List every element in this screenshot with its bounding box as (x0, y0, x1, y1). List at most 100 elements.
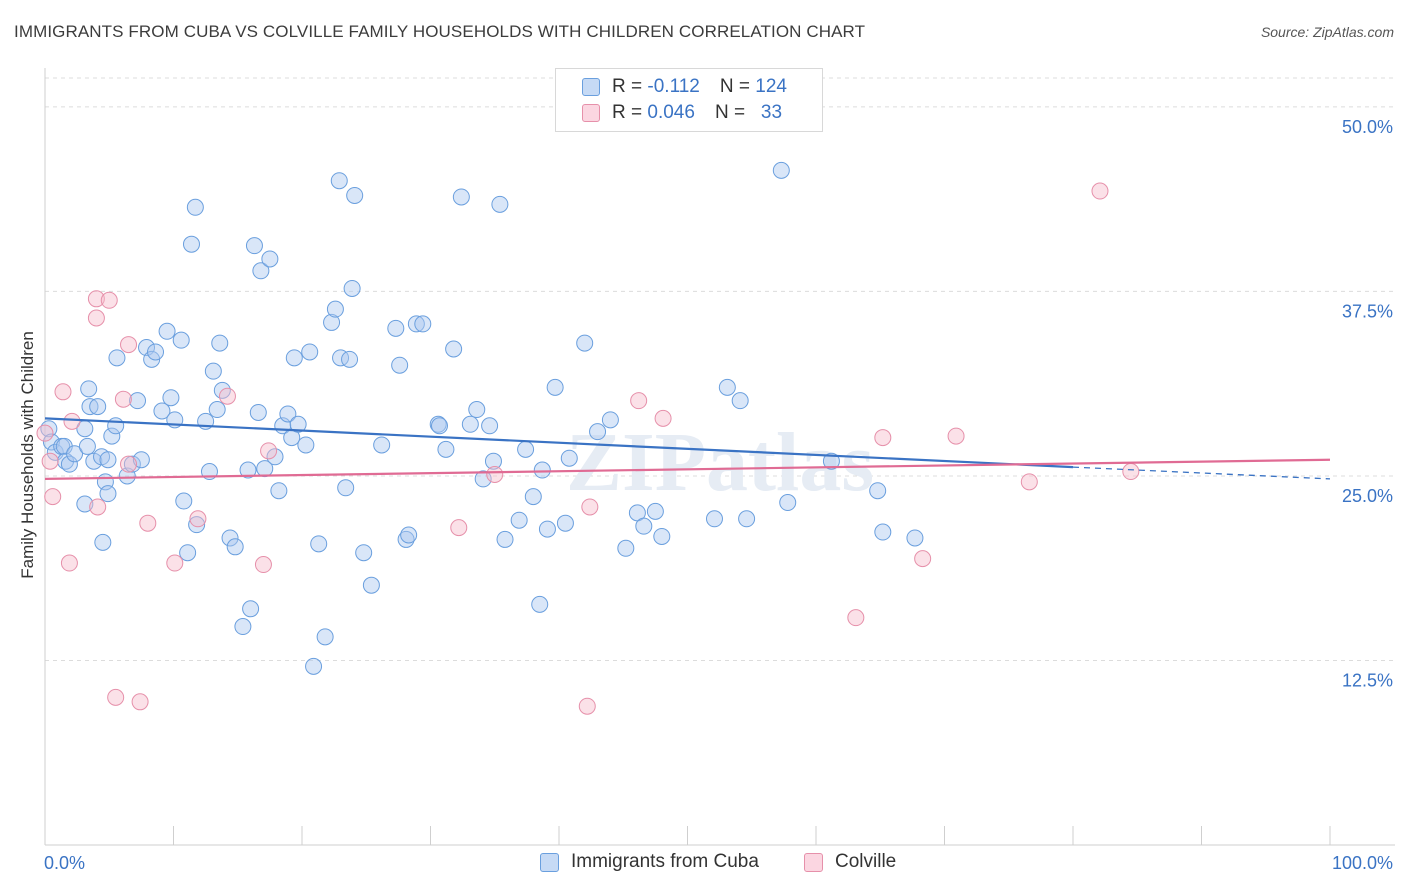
data-point (63, 412, 81, 430)
data-point (249, 403, 267, 421)
data-point (204, 362, 222, 380)
legend-item-colville[interactable]: Colville (804, 851, 896, 873)
colville-points (36, 182, 1140, 715)
data-point (779, 494, 797, 512)
data-point (285, 349, 303, 367)
data-point (517, 440, 535, 458)
data-point (510, 511, 528, 529)
cuba-legend-swatch (540, 852, 559, 872)
data-point (468, 401, 486, 419)
data-point (80, 380, 98, 398)
data-point (42, 433, 60, 451)
n-label: N = (719, 76, 750, 97)
data-point (653, 527, 671, 545)
data-point (242, 600, 260, 618)
cuba-trend-line (44, 417, 1074, 469)
data-point (254, 556, 272, 574)
data-point (705, 510, 723, 528)
n-value: 33 (760, 102, 783, 123)
data-point (87, 290, 105, 308)
data-point (414, 315, 432, 333)
stats-row-colville: R = 0.046 N = 33 (582, 101, 782, 125)
y-tick-label: 12.5% (1342, 670, 1393, 690)
data-point (407, 315, 425, 333)
data-point (524, 488, 542, 506)
data-point (120, 336, 138, 354)
data-point (36, 424, 54, 442)
data-point (44, 488, 62, 506)
data-point (430, 417, 448, 435)
data-point (87, 309, 105, 327)
data-point (305, 657, 323, 675)
data-point (617, 539, 635, 557)
data-point (310, 535, 328, 553)
data-point (601, 411, 619, 429)
data-point (172, 331, 190, 349)
data-point (445, 340, 463, 358)
data-point (576, 334, 594, 352)
data-point (343, 279, 361, 297)
r-value: -0.112 (647, 76, 700, 97)
data-point (94, 533, 112, 551)
n-label: N = (714, 102, 746, 123)
data-point (270, 482, 288, 500)
data-point (496, 530, 514, 548)
data-point (738, 510, 756, 528)
data-point (437, 440, 455, 458)
cuba-trend-extension (1072, 466, 1331, 480)
data-point (346, 186, 364, 204)
data-point (387, 319, 405, 337)
y-tick-label: 50.0% (1342, 117, 1393, 137)
data-point (107, 417, 125, 435)
data-point (373, 436, 391, 454)
data-point (41, 452, 59, 470)
data-point (234, 618, 252, 636)
data-point (330, 172, 348, 190)
data-point (391, 356, 409, 374)
data-point (718, 378, 736, 396)
data-point (158, 322, 176, 340)
data-point (186, 198, 204, 216)
data-point (1122, 463, 1140, 481)
data-point (139, 514, 157, 532)
data-point (630, 392, 648, 410)
data-point (162, 389, 180, 407)
data-point (60, 554, 78, 572)
data-point (208, 401, 226, 419)
n-value: 124 (755, 76, 787, 97)
data-point (654, 409, 672, 427)
data-point (1020, 473, 1038, 491)
data-point (188, 516, 206, 534)
r-value: 0.046 (647, 102, 695, 123)
colville-trend-line (44, 458, 1331, 481)
cuba-points (40, 161, 924, 675)
stats-legend: R = -0.112 N = 124 R = 0.046 N = 33 (555, 68, 823, 132)
data-point (260, 442, 278, 460)
y-axis-label: Family Households with Children (18, 331, 37, 579)
y-tick-label: 37.5% (1342, 301, 1393, 321)
data-point (362, 576, 380, 594)
data-point (538, 520, 556, 538)
data-point (533, 461, 551, 479)
x-tick-label-min: 0.0% (44, 853, 85, 873)
series-legend: Immigrants from Cuba Colville (0, 851, 1406, 877)
data-point (560, 449, 578, 467)
data-point (261, 250, 279, 268)
data-point (245, 237, 263, 255)
legend-item-cuba[interactable]: Immigrants from Cuba (540, 851, 759, 873)
data-point (332, 349, 350, 367)
data-point (491, 195, 509, 213)
chart-title: IMMIGRANTS FROM CUBA VS COLVILLE FAMILY … (14, 22, 866, 41)
data-point (484, 452, 502, 470)
data-point (301, 343, 319, 361)
data-point (100, 291, 118, 309)
colville-legend-swatch (804, 852, 823, 872)
data-point (316, 628, 334, 646)
data-point (239, 461, 257, 479)
data-point (108, 349, 126, 367)
data-point (337, 479, 355, 497)
data-point (179, 544, 197, 562)
data-point (89, 498, 107, 516)
data-point (114, 390, 132, 408)
